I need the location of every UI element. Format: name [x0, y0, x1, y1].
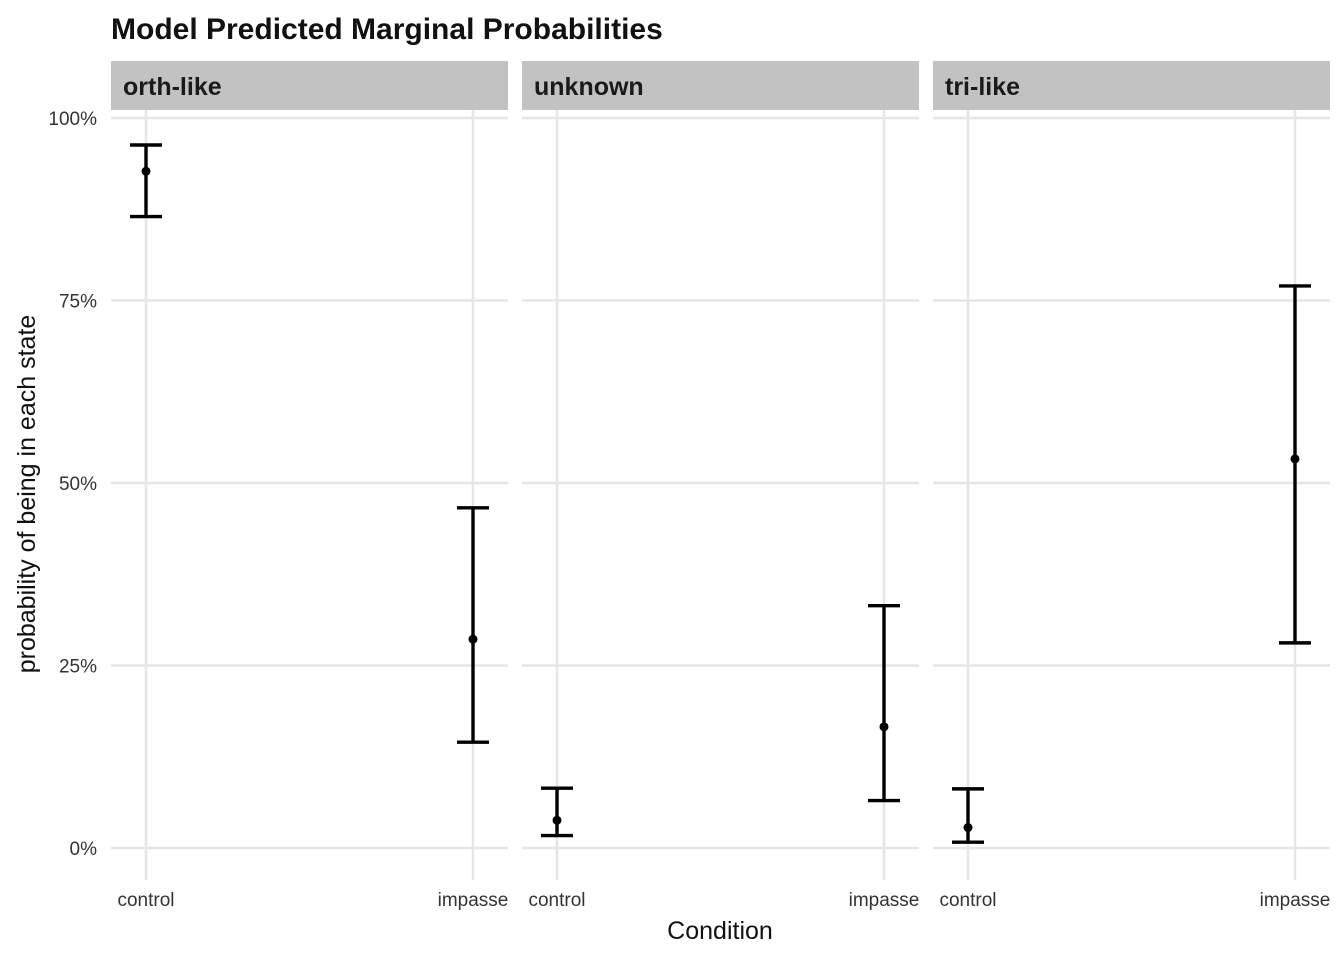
y-tick-label: 50% [59, 474, 97, 495]
error-bar-unknown-impasse [868, 603, 900, 803]
panel-unknown: unknown control impasse [522, 61, 919, 911]
y-axis-ticks: 0% 25% 50% 75% 100% [48, 109, 97, 860]
estimate-point [468, 634, 478, 644]
error-bar-tri-like-control [952, 787, 984, 844]
x-tick-label: control [939, 890, 996, 911]
panel-tri-like: tri-like control impasse [933, 61, 1330, 911]
error-bar-orth-like-control [130, 143, 162, 219]
y-axis-title: probability of being in each state [13, 315, 41, 674]
estimate-point [963, 823, 973, 833]
estimate-point [552, 815, 562, 825]
facet-strip [111, 61, 508, 110]
y-tick-label: 75% [59, 292, 97, 313]
error-bar-unknown-control [541, 786, 573, 838]
estimate-point [879, 722, 889, 732]
estimate-point [1290, 454, 1300, 464]
error-bar-orth-like-impasse [457, 506, 489, 744]
y-tick-label: 25% [59, 657, 97, 678]
chart-title: Model Predicted Marginal Probabilities [111, 13, 663, 46]
x-tick-label: control [117, 890, 174, 911]
x-axis-title: Condition [667, 917, 773, 945]
y-tick-label: 0% [70, 839, 98, 860]
panel-orth-like: orth-like control impasse [111, 61, 508, 911]
x-tick-label: impasse [438, 890, 509, 911]
estimate-point [141, 166, 151, 176]
facet-strip [933, 61, 1330, 110]
x-tick-label: impasse [849, 890, 920, 911]
y-tick-label: 100% [48, 109, 97, 130]
facet-strip-label: tri-like [945, 73, 1020, 101]
facet-strip [522, 61, 919, 110]
x-tick-label: control [528, 890, 585, 911]
facet-strip-label: orth-like [123, 73, 222, 101]
error-bar-tri-like-impasse [1279, 284, 1311, 645]
panels: orth-like control impasse unknown control imp… [111, 61, 1330, 911]
facet-strip-label: unknown [534, 73, 644, 101]
x-tick-label: impasse [1260, 890, 1331, 911]
